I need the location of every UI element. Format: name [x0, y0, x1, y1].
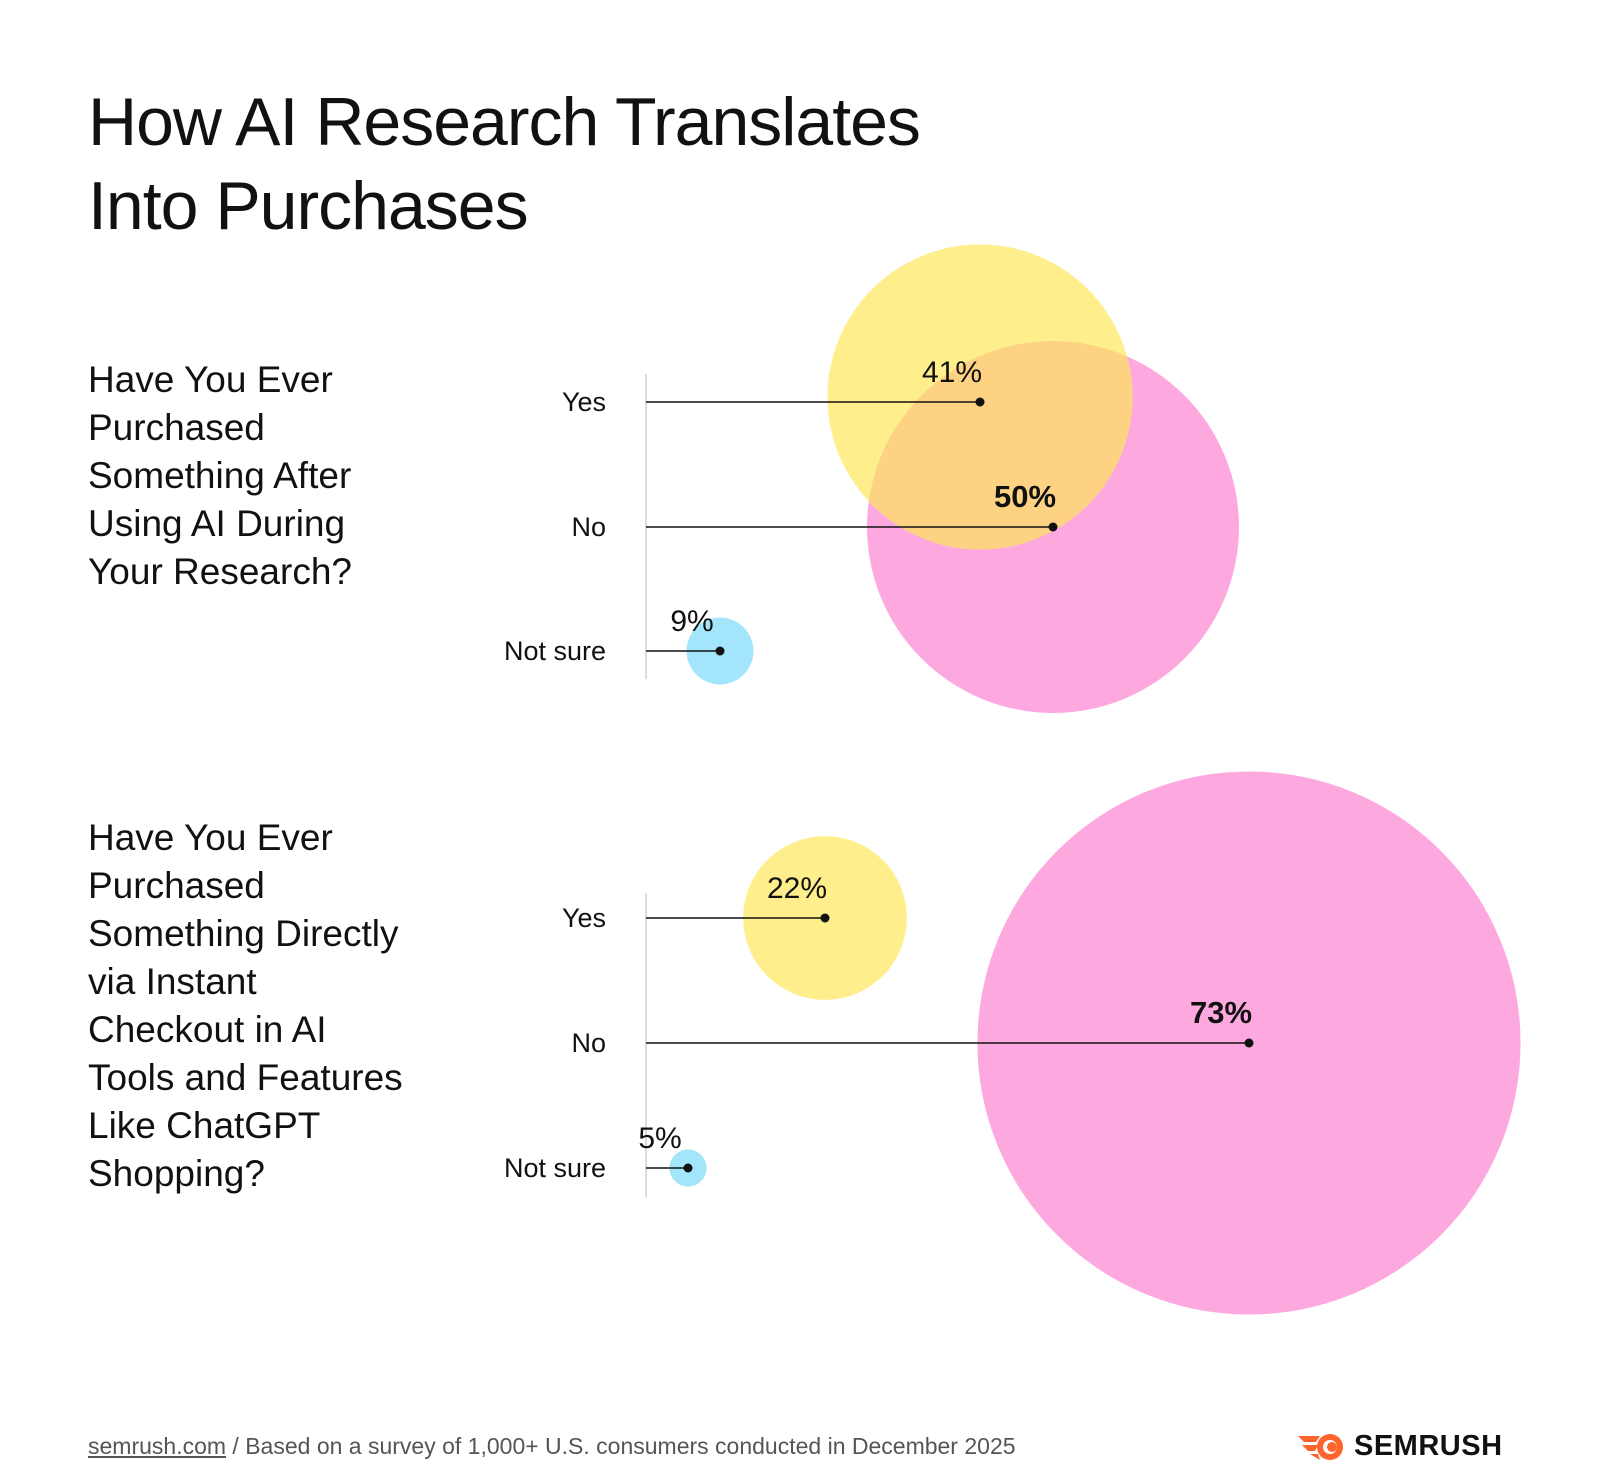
data-label: 41%	[922, 356, 982, 389]
data-point-dot	[715, 646, 725, 656]
footer-note: / Based on a survey of 1,000+ U.S. consu…	[226, 1433, 1016, 1459]
page-title: How AI Research Translates Into Purchase…	[88, 80, 1188, 248]
question-line: Something After	[88, 455, 352, 496]
question-line: Checkout in AI	[88, 1009, 327, 1050]
semrush-fire-icon	[1298, 1433, 1343, 1460]
title-line: How AI Research Translates	[88, 84, 921, 160]
question-2-title: Have You Ever Purchased Something Directly…	[88, 814, 468, 1198]
data-label: 50%	[994, 479, 1056, 514]
question-line: Shopping?	[88, 1153, 265, 1194]
category-label: No	[571, 1028, 606, 1058]
question-line: Using AI During	[88, 503, 346, 544]
data-label: 73%	[1190, 995, 1252, 1030]
data-label: 5%	[638, 1122, 681, 1155]
question-line: via Instant	[88, 961, 257, 1002]
semrush-logo: SEMRUSH	[1296, 1430, 1503, 1463]
category-label: Yes	[562, 903, 606, 933]
data-point-dot	[683, 1163, 693, 1173]
question-line: Something Directly	[88, 913, 399, 954]
data-label: 22%	[767, 872, 827, 905]
title-line: Into Purchases	[88, 168, 529, 244]
category-label: Not sure	[504, 1153, 606, 1183]
question-line: Your Research?	[88, 551, 352, 592]
data-label: 9%	[670, 605, 713, 638]
data-point-dot	[820, 913, 830, 923]
question-line: Like ChatGPT	[88, 1105, 321, 1146]
logo-text: SEMRUSH	[1354, 1430, 1503, 1462]
data-point-dot	[1244, 1038, 1254, 1048]
category-label: Yes	[562, 387, 606, 417]
chart-1: Yes 41% No 50% Not sure 9%	[504, 244, 1239, 713]
question-line: Purchased	[88, 407, 265, 448]
question-line: Tools and Features	[88, 1057, 403, 1098]
question-line: Have You Ever	[88, 817, 333, 858]
data-point-dot	[1048, 522, 1058, 532]
bubble-overlap	[867, 341, 1133, 550]
chart-2: Yes 22% No 73% Not sure 5%	[504, 771, 1521, 1315]
footer: semrush.com / Based on a survey of 1,000…	[88, 1433, 1016, 1460]
question-line: Purchased	[88, 865, 265, 906]
source-link[interactable]: semrush.com	[88, 1433, 227, 1459]
category-label: Not sure	[504, 636, 606, 666]
question-1-title: Have You Ever Purchased Something After Usi…	[88, 356, 468, 596]
data-point-dot	[975, 397, 985, 407]
question-line: Have You Ever	[88, 359, 333, 400]
category-label: No	[571, 512, 606, 542]
